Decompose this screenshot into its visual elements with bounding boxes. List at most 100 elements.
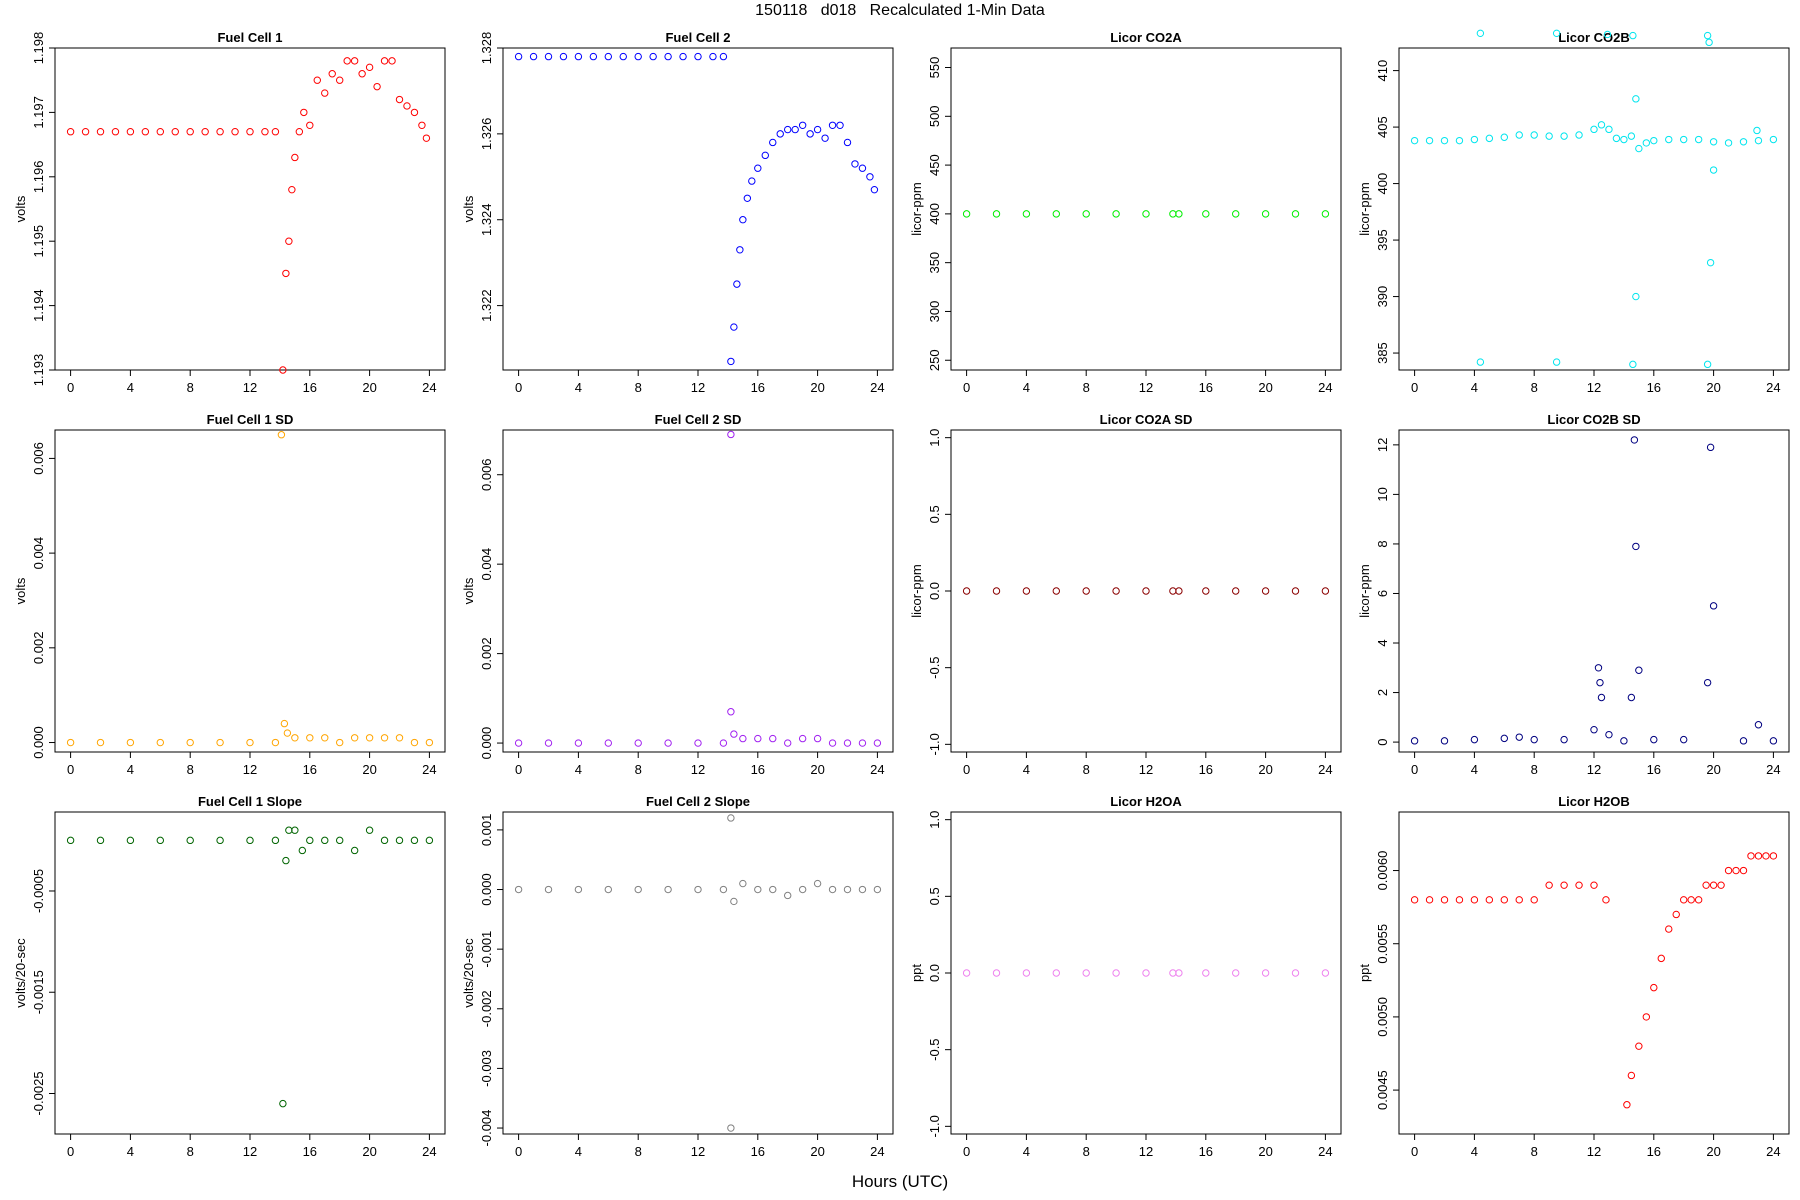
x-tick-label: 8 (635, 762, 642, 777)
y-tick-label: 390 (1375, 286, 1390, 308)
data-point (216, 738, 224, 747)
data-point (604, 52, 612, 61)
data-point (1642, 139, 1651, 147)
data-point (962, 210, 971, 218)
data-point (851, 160, 859, 168)
data-point (1545, 132, 1553, 140)
data-point (1627, 693, 1636, 702)
data-point (1515, 733, 1523, 741)
x-tick-label: 16 (1199, 762, 1213, 777)
data-point (870, 185, 879, 194)
data-point (231, 128, 239, 136)
data-point (328, 70, 336, 78)
y-tick-label: 1.326 (479, 118, 494, 151)
data-point (754, 885, 762, 894)
plot-frame (1398, 47, 1790, 371)
data-point (1052, 210, 1061, 218)
data-point (1470, 135, 1479, 144)
data-point (1202, 210, 1210, 218)
data-point (1291, 210, 1300, 218)
x-tick-label: 0 (963, 1144, 970, 1159)
data-point (410, 836, 419, 845)
data-point (962, 969, 971, 977)
data-point (66, 738, 75, 747)
data-point (1605, 730, 1613, 739)
plot-frame (54, 811, 446, 1135)
data-point (806, 130, 814, 138)
data-point (66, 836, 75, 845)
data-point (271, 128, 280, 136)
data-point (1321, 210, 1330, 218)
panel-10: Fuel Cell 2 Slope 0 4 8 12 16 20 24 -0.004 -0.003… (461, 794, 894, 1159)
data-point (1590, 125, 1598, 134)
data-point (186, 128, 194, 136)
y-tick-label: -0.0015 (31, 970, 46, 1014)
y-tick-label: 1.194 (31, 289, 46, 322)
y-tick-label: 8 (1375, 540, 1390, 547)
data-point (1485, 896, 1494, 904)
panel-title: Fuel Cell 1 Slope (198, 794, 302, 809)
data-point (111, 128, 120, 136)
data-point (1629, 31, 1637, 40)
y-tick-label: 0.006 (479, 458, 494, 491)
data-point (813, 734, 822, 743)
data-point (574, 52, 583, 61)
x-tick-label: 20 (1258, 762, 1272, 777)
data-point (1321, 587, 1330, 595)
x-tick-label: 4 (575, 380, 582, 395)
data-point (730, 323, 738, 331)
y-tick-label: 10 (1375, 487, 1390, 501)
data-point (992, 210, 1001, 218)
x-tick-label: 0 (67, 1144, 74, 1159)
y-axis-label: ppt (1357, 964, 1372, 982)
data-point (1597, 121, 1606, 129)
data-point (694, 885, 702, 894)
data-point (769, 734, 777, 743)
data-point (1142, 969, 1150, 977)
data-point (1261, 969, 1270, 977)
y-tick-label: 395 (1375, 229, 1390, 251)
data-point (425, 738, 434, 747)
x-tick-label: 16 (1199, 380, 1213, 395)
data-point (1590, 881, 1598, 889)
data-point (1732, 866, 1740, 875)
y-tick-label: 1.328 (479, 32, 494, 65)
data-point (1552, 358, 1561, 366)
y-tick-label: 1.322 (479, 289, 494, 322)
data-point (1650, 735, 1658, 744)
x-tick-label: 24 (1318, 1144, 1332, 1159)
y-tick-label: 405 (1375, 116, 1390, 138)
panel-title: Fuel Cell 2 SD (655, 412, 742, 427)
y-tick-label: 0.0 (927, 582, 942, 600)
x-tick-label: 0 (1411, 380, 1418, 395)
data-point (589, 52, 598, 61)
data-point (261, 128, 269, 136)
data-point (1321, 969, 1330, 977)
data-point (761, 151, 769, 160)
y-tick-label: 1.193 (31, 354, 46, 387)
x-tick-label: 16 (751, 762, 765, 777)
data-point (664, 885, 672, 894)
data-point (836, 121, 844, 129)
x-tick-label: 4 (127, 380, 134, 395)
x-tick-label: 0 (515, 1144, 522, 1159)
x-tick-label: 20 (810, 380, 824, 395)
panel-2: Fuel Cell 2 0 4 8 12 16 20 24 1.322 1.324 1.326 1.3… (461, 30, 894, 395)
data-point (1530, 131, 1538, 139)
data-point (739, 879, 747, 888)
x-tick-label: 24 (1318, 380, 1332, 395)
data-point (280, 719, 289, 728)
data-point (843, 885, 852, 894)
panel-12: Licor H2OB 0 4 8 12 16 20 24 0.0045 0.0050 0.0055 0… (1357, 794, 1790, 1159)
data-point (544, 885, 553, 894)
data-point (798, 121, 807, 129)
x-tick-label: 12 (691, 380, 705, 395)
data-point (277, 431, 286, 439)
data-point (1291, 969, 1300, 977)
data-point (288, 185, 296, 194)
data-point (321, 734, 329, 742)
data-point (285, 237, 293, 245)
data-point (1596, 678, 1604, 687)
data-point (1769, 852, 1778, 860)
panel-title: Licor H2OA (1110, 794, 1182, 809)
